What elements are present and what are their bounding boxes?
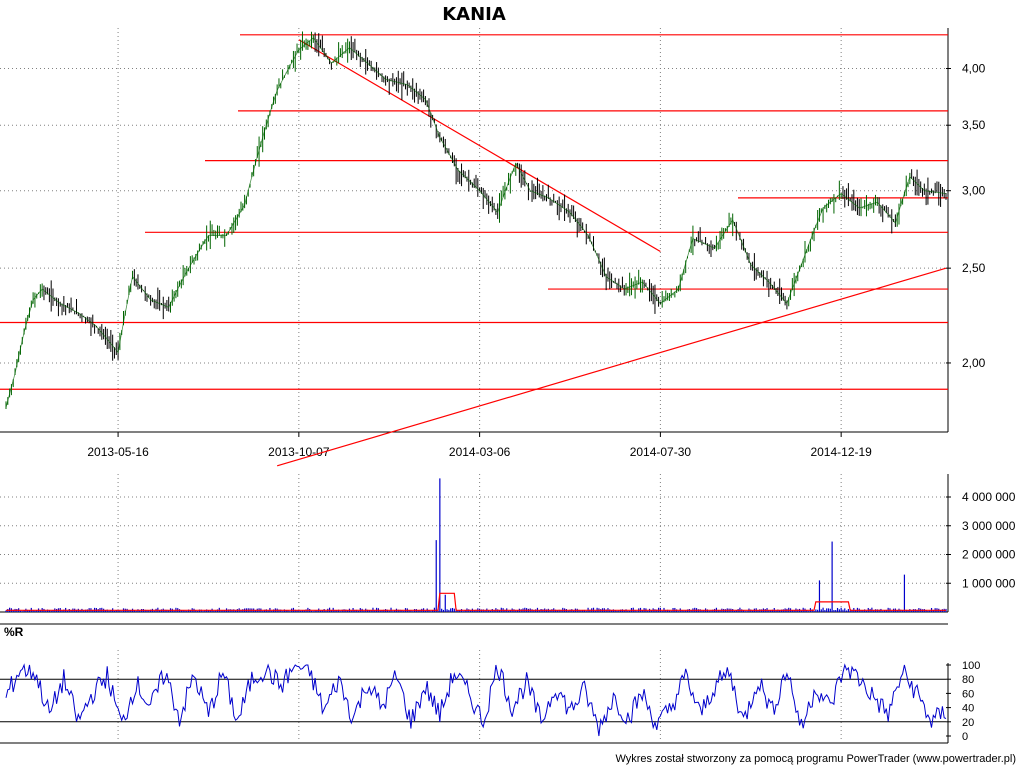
price-x-tick-label: 2014-12-19 — [810, 445, 872, 459]
indicator-y-tick-label: 20 — [962, 717, 974, 729]
price-y-tick-label: 3,00 — [962, 184, 986, 198]
volume-average-line — [6, 592, 946, 611]
footer-credit: Wykres został stworzony za pomocą progra… — [615, 753, 1016, 765]
indicator-label: %R — [4, 625, 24, 639]
indicator-y-tick-label: 100 — [962, 660, 980, 672]
price-y-tick-label: 4,00 — [962, 61, 986, 75]
volume-y-tick-label: 3 000 000 — [962, 519, 1016, 533]
price-panel: 2,00 2,50 3,00 3,50 4,00 2013-05-16 2013-10-07… — [0, 28, 986, 467]
indicator-y-tick-label: 0 — [962, 731, 968, 743]
indicator-y-tick-label: 60 — [962, 688, 974, 700]
price-x-tick-label: 2013-10-07 — [268, 445, 330, 459]
price-x-tick-label: 2013-05-16 — [87, 445, 149, 459]
price-x-tick-label: 2014-03-06 — [449, 445, 511, 459]
indicator-y-tick-label: 80 — [962, 674, 974, 686]
price-x-tick-label: 2014-07-30 — [630, 445, 692, 459]
chart-title: KANIA — [442, 4, 506, 25]
price-trendline — [276, 267, 947, 467]
price-y-tick-label: 2,50 — [962, 261, 986, 275]
volume-y-tick-label: 4 000 000 — [962, 490, 1016, 504]
volume-y-tick-label: 2 000 000 — [962, 548, 1016, 562]
volume-y-tick-label: 1 000 000 — [962, 576, 1016, 590]
price-y-tick-label: 2,00 — [962, 356, 986, 370]
indicator-y-tick-label: 40 — [962, 703, 974, 715]
indicator-panel: %R 0 20 40 60 80 100 — [0, 623, 980, 744]
price-series-line — [5, 37, 947, 408]
volume-panel: 1 000 000 2 000 000 3 000 000 4 000 000 — [0, 474, 1016, 613]
price-trendline — [298, 39, 661, 253]
indicator-series-line — [5, 663, 947, 737]
price-y-tick-label: 3,50 — [962, 118, 986, 132]
